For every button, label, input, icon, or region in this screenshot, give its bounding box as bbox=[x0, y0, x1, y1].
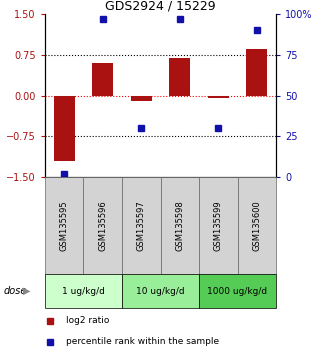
Bar bbox=[45, 177, 83, 274]
Bar bbox=[45, 274, 122, 308]
Bar bbox=[199, 274, 276, 308]
Text: GSM135599: GSM135599 bbox=[214, 200, 223, 251]
Title: GDS2924 / 15229: GDS2924 / 15229 bbox=[105, 0, 216, 13]
Text: ▶: ▶ bbox=[22, 286, 30, 296]
Text: GSM135598: GSM135598 bbox=[175, 200, 184, 251]
Text: percentile rank within the sample: percentile rank within the sample bbox=[66, 337, 219, 346]
Text: log2 ratio: log2 ratio bbox=[66, 316, 109, 325]
Text: GSM135597: GSM135597 bbox=[137, 200, 146, 251]
Bar bbox=[131, 96, 152, 101]
Bar bbox=[122, 177, 160, 274]
Text: dose: dose bbox=[3, 286, 27, 296]
Bar bbox=[169, 58, 190, 96]
Text: 10 ug/kg/d: 10 ug/kg/d bbox=[136, 287, 185, 296]
Bar bbox=[54, 96, 75, 161]
Text: 1000 ug/kg/d: 1000 ug/kg/d bbox=[207, 287, 268, 296]
Bar bbox=[208, 96, 229, 98]
Bar bbox=[122, 274, 199, 308]
Bar bbox=[246, 50, 267, 96]
Text: GSM135595: GSM135595 bbox=[60, 200, 69, 251]
Bar bbox=[199, 177, 238, 274]
Text: GSM135596: GSM135596 bbox=[98, 200, 107, 251]
Text: 1 ug/kg/d: 1 ug/kg/d bbox=[62, 287, 105, 296]
Text: GSM135600: GSM135600 bbox=[252, 200, 261, 251]
Bar bbox=[92, 63, 113, 96]
Bar bbox=[238, 177, 276, 274]
Bar bbox=[83, 177, 122, 274]
Bar bbox=[160, 177, 199, 274]
